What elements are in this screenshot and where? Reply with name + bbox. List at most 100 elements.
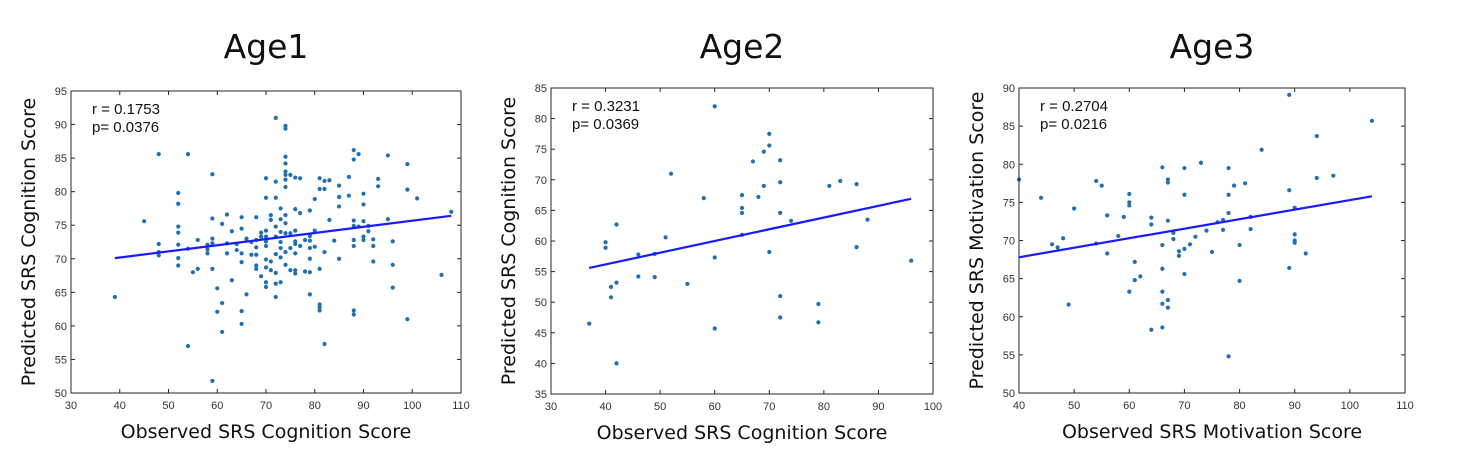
data-point <box>176 256 181 261</box>
data-point <box>288 268 293 273</box>
x-tick-label: 110 <box>452 400 470 412</box>
x-tick-label: 40 <box>599 401 611 413</box>
data-point <box>322 178 327 184</box>
y-tick-label: 75 <box>535 144 547 156</box>
y-axis-label: Predicted SRS Cognition Score <box>18 98 40 387</box>
data-point <box>239 260 244 265</box>
y-tick-labels: 50 55 60 65 70 75 80 85 90 95 <box>55 86 461 400</box>
data-point <box>1105 251 1110 256</box>
data-point <box>854 181 859 187</box>
data-point <box>283 213 288 218</box>
data-point <box>1182 192 1187 197</box>
data-point <box>156 241 161 247</box>
data-point <box>1226 192 1231 197</box>
data-point <box>302 269 308 274</box>
data-point <box>371 259 376 264</box>
plot-frame <box>70 90 462 394</box>
data-point <box>278 245 283 251</box>
data-point <box>767 131 772 136</box>
data-point <box>283 177 288 182</box>
data-point <box>185 151 191 157</box>
data-point <box>1314 175 1319 181</box>
data-point <box>739 193 745 198</box>
data-point <box>778 180 783 185</box>
data-point <box>273 195 278 200</box>
x-tick-labels: 40 50 60 70 80 90 100 110 <box>1013 88 1414 412</box>
data-point <box>185 343 191 349</box>
data-point <box>1226 210 1231 216</box>
data-point <box>263 280 269 285</box>
y-tick-label: 80 <box>1003 159 1015 171</box>
data-point <box>1259 147 1264 152</box>
data-point <box>1237 278 1242 284</box>
x-tick-label: 60 <box>211 400 223 412</box>
data-point <box>816 320 821 325</box>
data-point <box>263 234 269 239</box>
data-point <box>293 268 298 273</box>
data-point <box>283 231 288 236</box>
data-point <box>1237 242 1242 248</box>
data-point <box>263 243 269 249</box>
data-points <box>587 104 914 366</box>
data-point <box>239 226 244 231</box>
data-point <box>1226 354 1231 359</box>
data-point <box>307 233 312 239</box>
y-tick-label: 50 <box>535 297 547 309</box>
data-point <box>293 251 298 256</box>
data-point <box>1242 181 1248 186</box>
data-point <box>778 158 783 163</box>
data-point <box>361 191 366 196</box>
data-point <box>254 245 259 250</box>
data-point <box>283 154 288 159</box>
data-point <box>351 147 356 153</box>
data-point <box>254 215 259 220</box>
data-point <box>307 208 312 213</box>
y-tick-label: 90 <box>55 120 67 132</box>
data-point <box>385 217 390 222</box>
data-point <box>390 239 395 244</box>
data-point <box>283 126 288 131</box>
data-point <box>1209 249 1215 255</box>
y-tick-label: 50 <box>1003 388 1015 400</box>
data-point <box>283 172 288 177</box>
data-point <box>327 217 332 222</box>
data-point <box>298 243 303 249</box>
y-tick-label: 95 <box>55 86 67 98</box>
data-point <box>789 218 794 223</box>
data-point <box>254 266 259 271</box>
data-point <box>1160 242 1165 248</box>
y-tick-label: 65 <box>55 287 67 299</box>
x-tick-label: 80 <box>309 400 321 412</box>
data-point <box>385 153 390 158</box>
data-point <box>307 292 312 297</box>
data-point <box>361 234 366 239</box>
data-point <box>1204 228 1209 233</box>
data-point <box>909 258 914 263</box>
data-point <box>263 176 269 181</box>
data-point <box>1132 259 1137 264</box>
data-point <box>307 238 312 243</box>
data-point <box>1369 118 1375 123</box>
data-point <box>288 172 293 177</box>
data-point <box>1165 305 1170 310</box>
data-point <box>322 249 327 255</box>
data-point <box>1099 183 1104 188</box>
data-point <box>332 238 337 243</box>
data-point <box>210 236 215 241</box>
data-point <box>361 219 366 224</box>
data-point <box>210 241 215 246</box>
data-point <box>283 262 288 267</box>
fit-line <box>1018 195 1373 259</box>
data-point <box>273 115 278 120</box>
data-point <box>317 308 322 313</box>
data-point <box>176 230 181 235</box>
data-point <box>439 272 444 277</box>
data-point <box>1055 245 1060 250</box>
data-point <box>603 245 608 250</box>
data-point <box>1165 218 1170 223</box>
data-point <box>1038 195 1044 200</box>
y-axis-label: Predicted SRS Motivation Score <box>966 92 988 390</box>
data-point <box>390 262 395 267</box>
r-annotation: r = 0.1753 <box>92 101 160 118</box>
x-tick-label: 70 <box>763 401 775 413</box>
